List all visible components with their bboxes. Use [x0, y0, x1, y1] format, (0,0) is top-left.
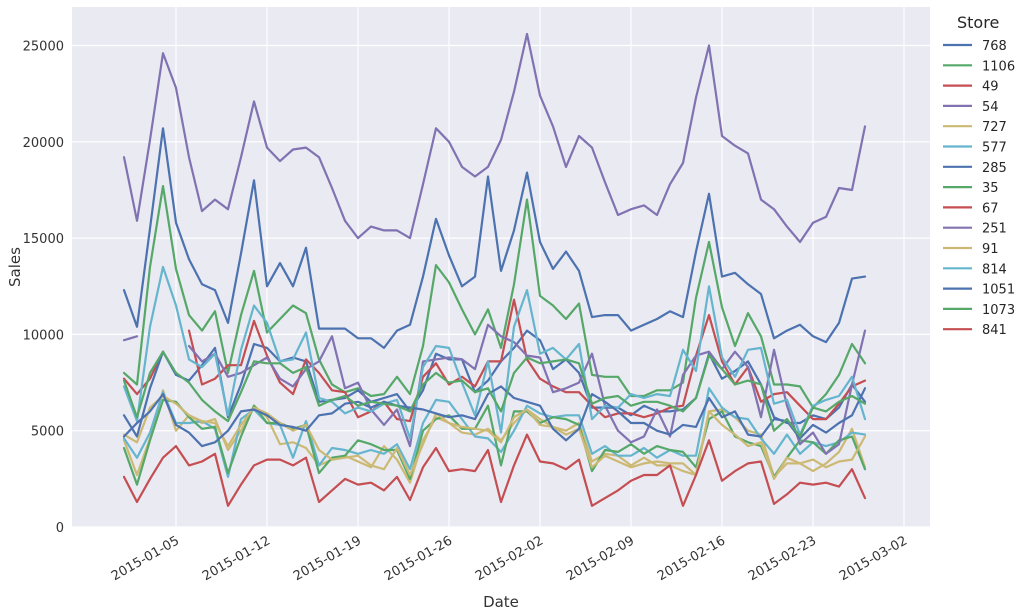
x-tick-label: 2015-02-16 [655, 533, 728, 584]
x-tick-label: 2015-01-05 [109, 533, 182, 584]
series-line-1106 [122, 185, 867, 409]
x-tick-label: 2015-01-19 [291, 533, 364, 584]
legend-label-1073: 1073 [982, 303, 1015, 318]
legend-label-67: 67 [982, 201, 999, 216]
legend-label-814: 814 [982, 262, 1007, 277]
legend-label-727: 727 [982, 120, 1007, 135]
series-line-841 [122, 433, 867, 507]
legend-label-35: 35 [982, 181, 999, 196]
legend-label-841: 841 [982, 323, 1007, 338]
series-line-285 [122, 329, 867, 438]
legend-label-285: 285 [982, 161, 1007, 176]
x-tick-label: 2015-01-26 [382, 533, 455, 584]
x-tick-labels: 2015-01-05 2015-01-12 2015-01-19 2015-01-26… [109, 533, 910, 584]
series-line-54 [122, 32, 867, 244]
y-tick-label: 5000 [31, 425, 64, 440]
series-line-1073 [122, 350, 867, 438]
series-line-577 [122, 387, 867, 478]
y-tick-label: 25000 [23, 40, 64, 55]
x-axis-title: Date [483, 593, 519, 611]
legend-label-54: 54 [982, 100, 999, 115]
series-line-251 [122, 323, 867, 455]
legend-label-91: 91 [982, 242, 999, 257]
y-tick-label: 20000 [23, 136, 64, 151]
y-tick-labels: 0 5000 10000 15000 20000 25000 [23, 40, 64, 536]
series-line-49 [122, 350, 165, 396]
series-line-91 [122, 394, 867, 480]
legend-label-251: 251 [982, 222, 1007, 237]
legend-label-768: 768 [982, 39, 1007, 54]
legend: Store 768 1106 49 54 727 577 285 35 67 251 91 814 10… [943, 13, 1015, 338]
legend-label-1106: 1106 [982, 59, 1015, 74]
legend-label-577: 577 [982, 141, 1007, 156]
x-tick-label: 2015-02-23 [746, 533, 819, 584]
legend-title: Store [957, 13, 999, 32]
x-tick-label: 2015-01-12 [200, 533, 273, 584]
series-lines [122, 32, 867, 507]
y-tick-label: 0 [56, 521, 64, 536]
x-tick-label: 2015-02-02 [473, 533, 546, 584]
legend-label-1051: 1051 [982, 283, 1015, 298]
series-line-1051 [122, 385, 867, 448]
series-line-67 [187, 298, 867, 423]
y-tick-label: 10000 [23, 328, 64, 343]
x-tick-label: 2015-03-02 [837, 533, 910, 584]
series-line-814 [122, 265, 867, 440]
series-line-768 [122, 127, 867, 349]
x-tick-label: 2015-02-09 [564, 533, 637, 584]
legend-label-49: 49 [982, 80, 999, 95]
y-axis-title: Sales [6, 247, 24, 287]
y-tick-label: 15000 [23, 232, 64, 247]
